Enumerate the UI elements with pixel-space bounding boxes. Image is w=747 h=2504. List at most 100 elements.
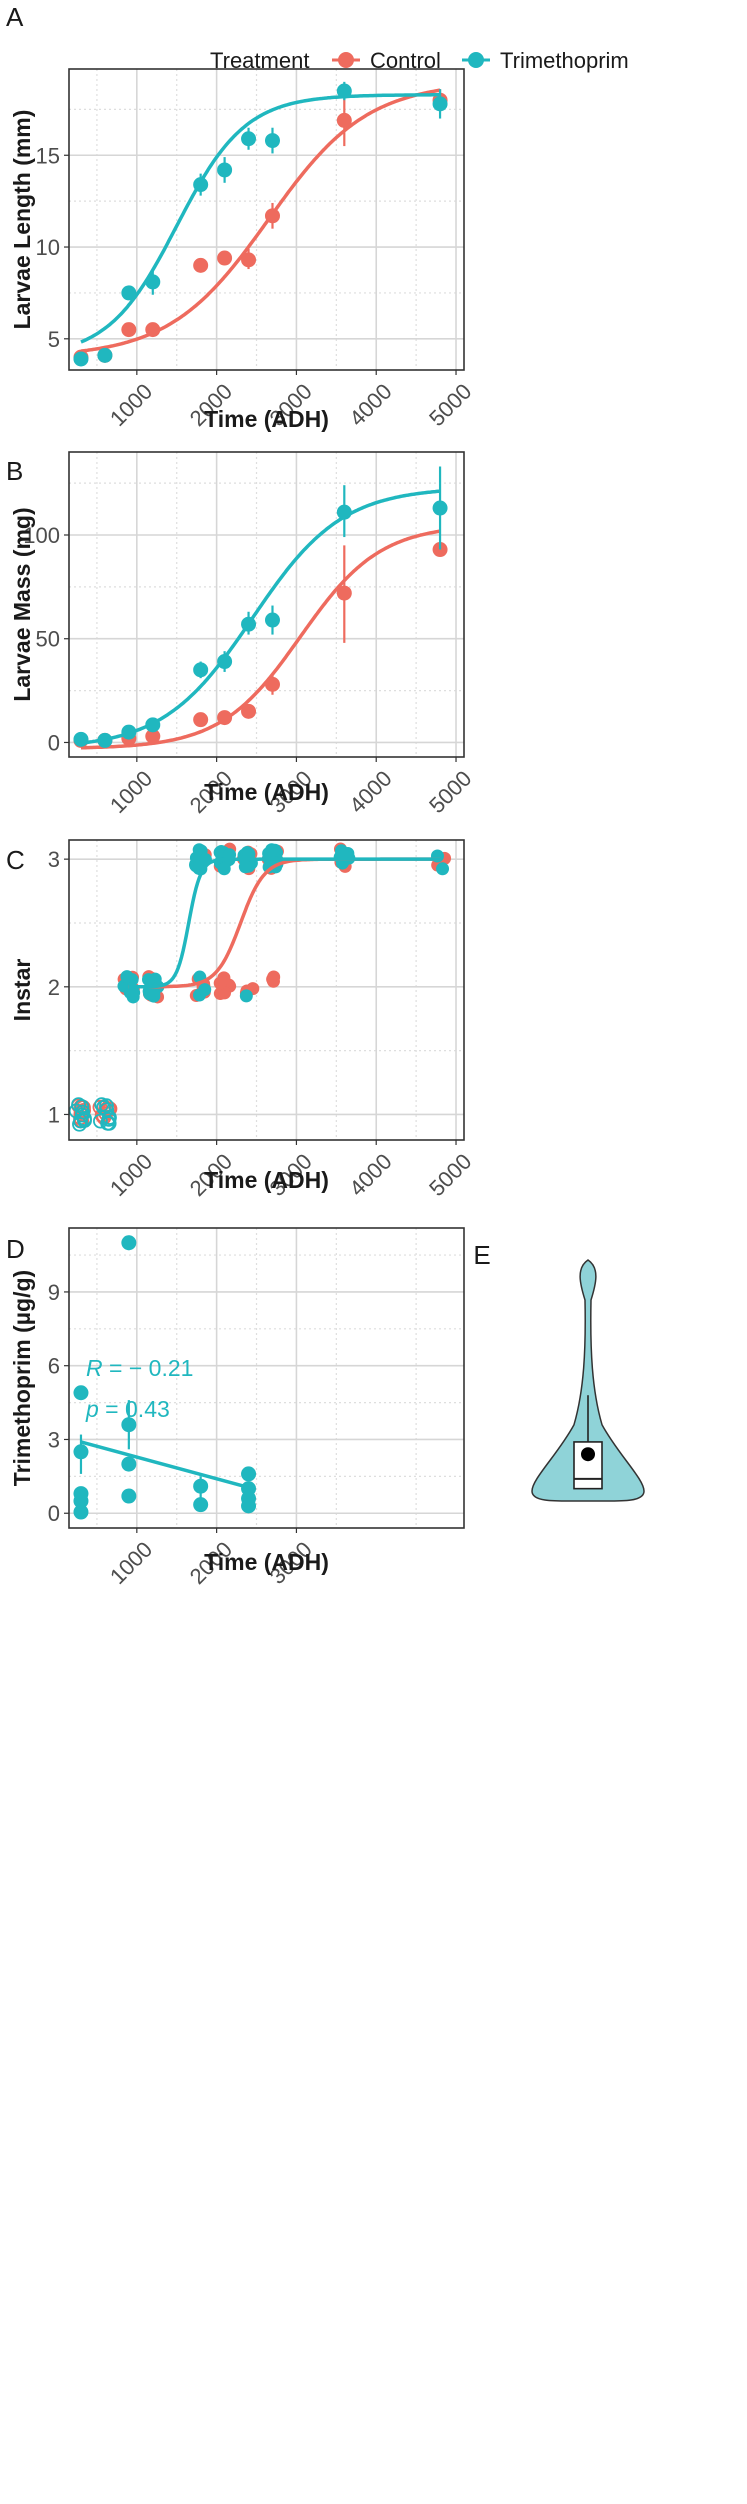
jitter-point bbox=[436, 862, 450, 876]
data-point bbox=[241, 703, 257, 719]
jitter-point bbox=[266, 972, 280, 986]
fit-curve-control bbox=[80, 88, 441, 353]
data-point bbox=[241, 1498, 257, 1514]
y-tick-label: 0 bbox=[48, 1501, 60, 1526]
correlation-r: R = − 0.21 bbox=[86, 1355, 193, 1381]
y-axis-title: Larvae Mass (mg) bbox=[9, 507, 35, 701]
data-point bbox=[97, 347, 113, 363]
panel-border bbox=[68, 839, 465, 1141]
data-point bbox=[145, 274, 161, 290]
jitter-point bbox=[217, 862, 231, 876]
jitter-point bbox=[218, 986, 232, 1000]
box-mean bbox=[581, 1447, 595, 1462]
data-point bbox=[193, 662, 209, 678]
y-tick-label: 5 bbox=[48, 327, 60, 352]
legend-key-control bbox=[338, 52, 354, 68]
data-point bbox=[264, 676, 280, 692]
jitter-point bbox=[71, 1097, 86, 1113]
jitter-point bbox=[265, 843, 279, 857]
y-tick-label: 6 bbox=[48, 1354, 60, 1379]
y-tick-label: 9 bbox=[48, 1280, 60, 1305]
data-point bbox=[193, 712, 209, 728]
jitter-point bbox=[93, 1113, 108, 1129]
data-point bbox=[241, 131, 257, 147]
y-axis-title: Trimethoprim (µg/g) bbox=[9, 1270, 35, 1486]
jitter-point bbox=[120, 970, 134, 984]
panel-letter: C bbox=[6, 845, 25, 875]
jitter-point bbox=[198, 983, 212, 997]
fit-curve-control bbox=[81, 529, 441, 750]
data-point bbox=[121, 285, 137, 301]
data-point bbox=[336, 504, 352, 520]
y-axis-title: Instar bbox=[9, 959, 35, 1022]
y-tick-label: 50 bbox=[36, 627, 60, 652]
panel-border bbox=[68, 451, 465, 758]
data-point bbox=[336, 83, 352, 99]
data-point bbox=[241, 1466, 257, 1482]
data-point bbox=[121, 1235, 137, 1251]
x-axis-title: Time (ADH) bbox=[204, 1549, 329, 1575]
jitter-point bbox=[239, 989, 253, 1003]
data-point bbox=[73, 1385, 89, 1401]
y-tick-label: 0 bbox=[48, 730, 60, 755]
p-symbol: p bbox=[85, 1396, 99, 1422]
data-point bbox=[241, 616, 257, 632]
jitter-point bbox=[99, 1102, 115, 1118]
jitter-point bbox=[143, 987, 157, 1001]
legend-label-trimethoprim: Trimethoprim bbox=[500, 48, 629, 73]
p-value: p = 0.43 bbox=[85, 1396, 170, 1422]
series-trimethoprim bbox=[73, 466, 448, 748]
fit-curve-trimethoprim bbox=[80, 93, 441, 344]
y-tick-label: 10 bbox=[36, 235, 60, 260]
data-point bbox=[193, 1478, 209, 1494]
data-point bbox=[217, 162, 233, 178]
panel-letter: D bbox=[6, 1234, 25, 1264]
data-point bbox=[264, 133, 280, 149]
violin-plot bbox=[531, 1259, 645, 1502]
r-symbol: R bbox=[86, 1355, 103, 1381]
x-axis-title: Time (ADH) bbox=[204, 406, 329, 432]
legend: Treatment Control Trimethoprim bbox=[210, 48, 629, 73]
legend-key-trimethoprim bbox=[468, 52, 484, 68]
p-number: = 0.43 bbox=[99, 1396, 170, 1422]
jitter-point bbox=[126, 988, 140, 1002]
x-axis-title: Time (ADH) bbox=[204, 1167, 329, 1193]
x-axis-title: Time (ADH) bbox=[204, 779, 329, 805]
legend-entry-trimethoprim: Trimethoprim bbox=[462, 48, 629, 73]
y-tick-label: 100 bbox=[23, 523, 60, 548]
data-point bbox=[217, 710, 233, 726]
y-tick-label: 3 bbox=[48, 847, 60, 872]
violin-shape bbox=[531, 1259, 645, 1502]
data-point bbox=[73, 351, 89, 367]
data-point bbox=[432, 500, 448, 516]
regression-line bbox=[80, 1440, 250, 1490]
data-point bbox=[217, 250, 233, 266]
panel-letter-e: E bbox=[473, 1240, 490, 1270]
data-point bbox=[73, 731, 89, 747]
jitter-point bbox=[213, 976, 227, 990]
panel-letter: A bbox=[6, 2, 24, 32]
fit-curve-trimethoprim bbox=[128, 857, 441, 989]
jitter-point bbox=[142, 973, 156, 987]
jitter-point bbox=[102, 1110, 117, 1125]
data-point bbox=[432, 96, 448, 112]
data-point bbox=[97, 732, 113, 748]
data-point bbox=[121, 724, 137, 740]
r-value: = − 0.21 bbox=[103, 1355, 194, 1381]
series-trimethoprim bbox=[73, 1235, 257, 1520]
data-point bbox=[145, 322, 161, 338]
data-point bbox=[217, 654, 233, 670]
data-point bbox=[264, 612, 280, 628]
y-tick-label: 15 bbox=[36, 143, 60, 168]
data-point bbox=[121, 322, 137, 338]
data-point bbox=[73, 1493, 89, 1509]
jitter-point bbox=[238, 860, 252, 874]
jitter-point bbox=[335, 846, 349, 860]
data-point bbox=[121, 1456, 137, 1472]
y-tick-label: 2 bbox=[48, 975, 60, 1000]
data-point bbox=[193, 257, 209, 273]
y-tick-label: 3 bbox=[48, 1427, 60, 1452]
data-point bbox=[193, 1497, 209, 1513]
